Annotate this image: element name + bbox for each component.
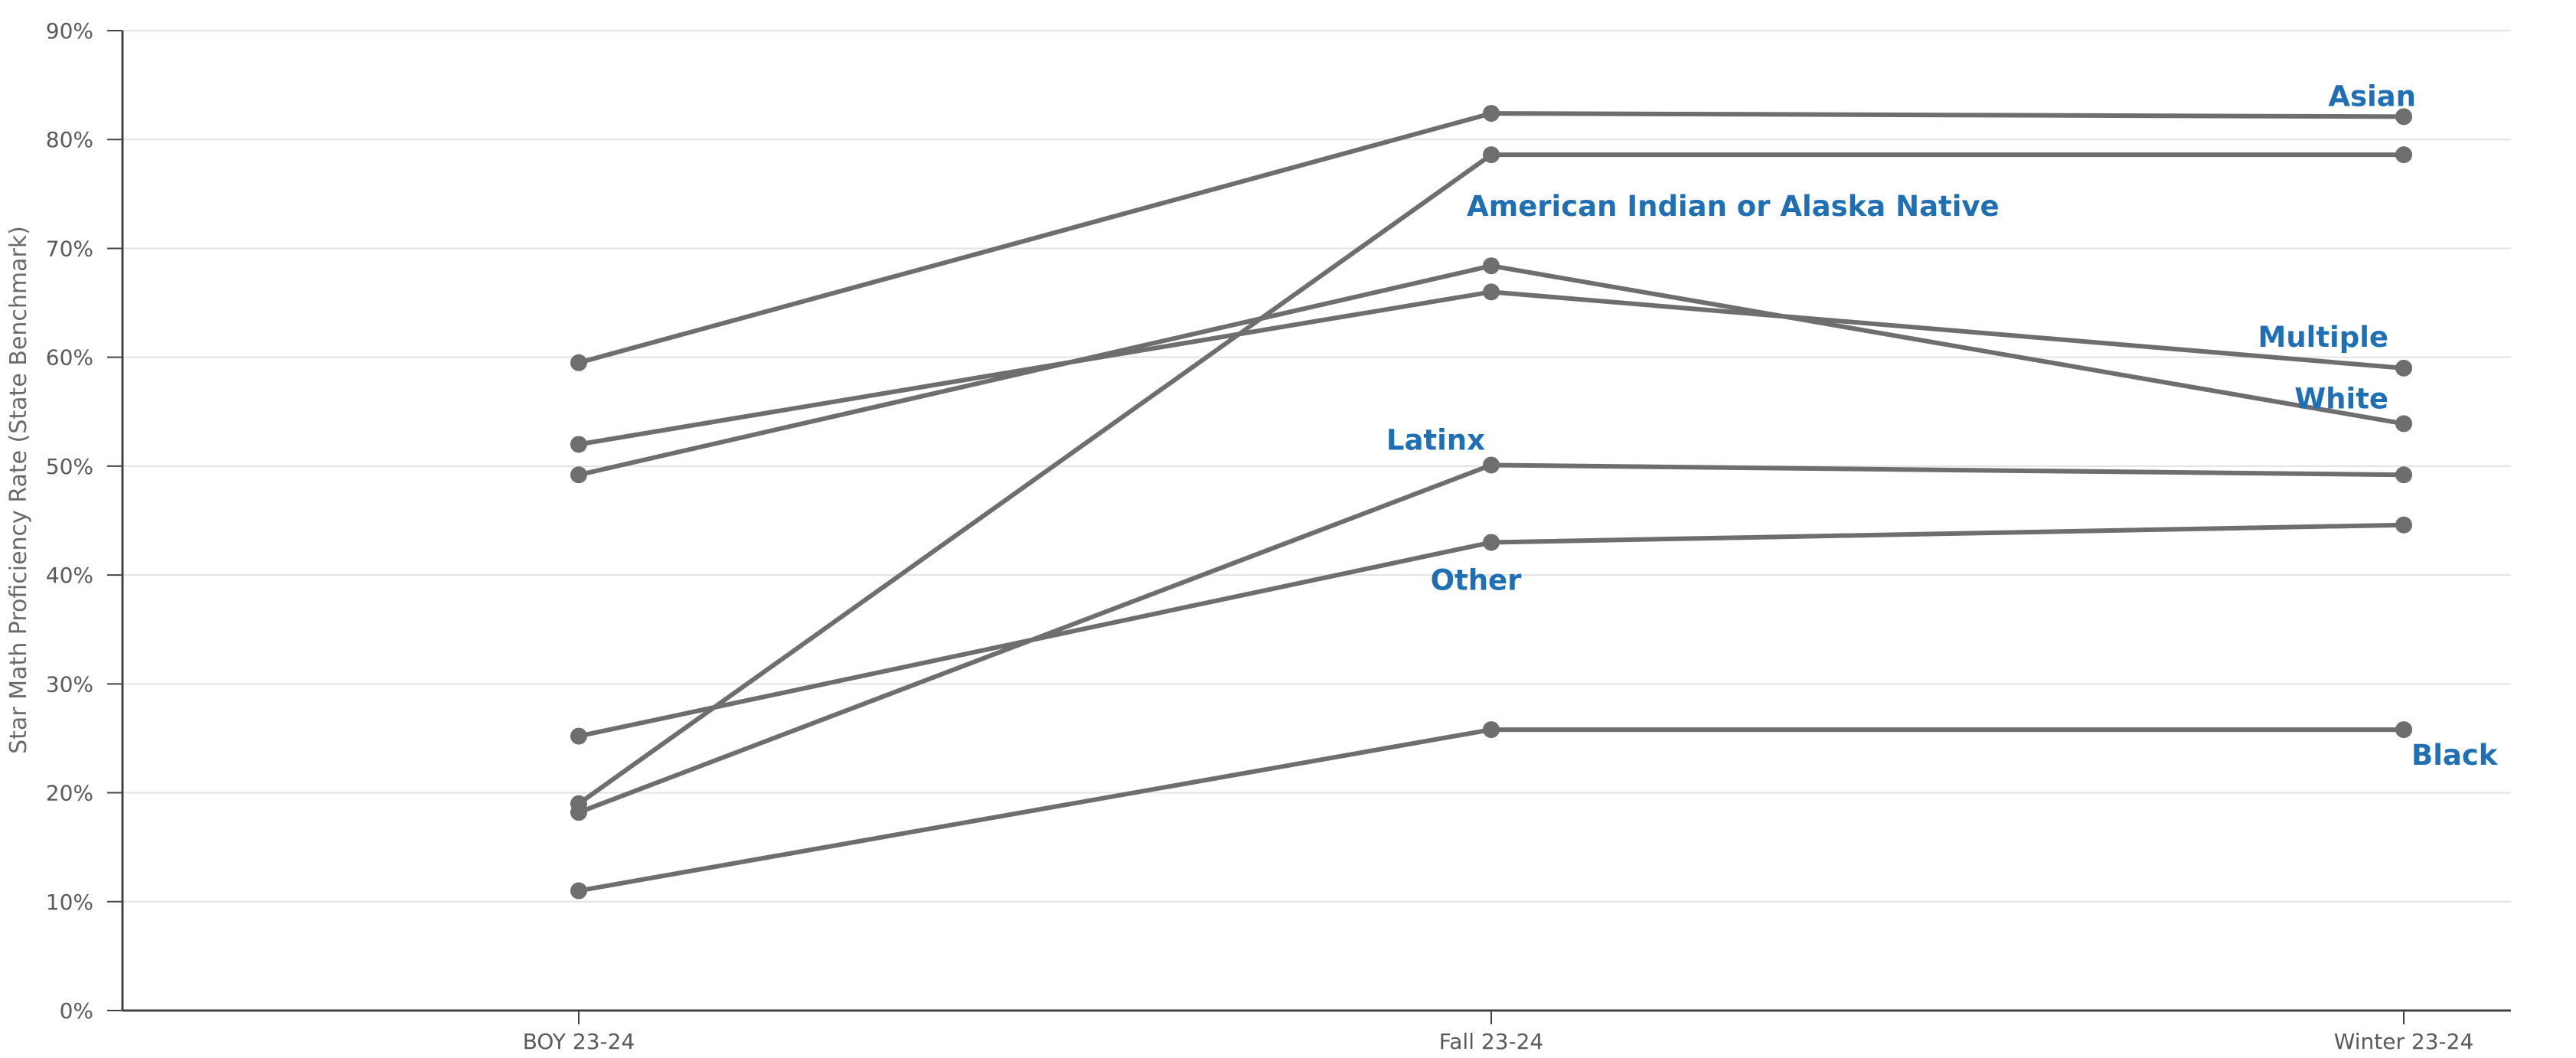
y-tick-label: 0% bbox=[60, 998, 93, 1024]
y-tick-label: 10% bbox=[46, 890, 93, 915]
data-point bbox=[1483, 456, 1500, 474]
series-label: American Indian or Alaska Native bbox=[1467, 190, 2000, 223]
data-point bbox=[2395, 721, 2412, 739]
data-point bbox=[570, 466, 587, 484]
y-tick-label: 40% bbox=[46, 563, 93, 588]
tick-labels: 0% 10% 20% 30% 40% 50% 60% 70% 80% 90% BOY 23-24 Fa… bbox=[46, 18, 2474, 1054]
data-markers bbox=[570, 105, 2412, 900]
series-labels: Asian American Indian or Alaska Native Mul… bbox=[1386, 80, 2499, 772]
y-tick-label: 90% bbox=[46, 18, 93, 44]
series-label: Latinx bbox=[1386, 423, 1485, 456]
data-point bbox=[2395, 359, 2412, 377]
y-tick-label: 60% bbox=[46, 345, 93, 371]
data-point bbox=[1483, 257, 1500, 275]
data-point bbox=[1483, 721, 1500, 739]
data-point bbox=[570, 882, 587, 900]
series-label: Multiple bbox=[2258, 321, 2388, 354]
series-label: Black bbox=[2411, 739, 2499, 772]
data-point bbox=[1483, 534, 1500, 551]
data-point bbox=[1483, 146, 1500, 164]
y-tick-label: 30% bbox=[46, 671, 93, 697]
data-point bbox=[2395, 146, 2412, 164]
axes bbox=[107, 30, 2511, 1024]
series-label: Asian bbox=[2328, 80, 2416, 113]
data-point bbox=[2395, 516, 2412, 534]
y-tick-label: 50% bbox=[46, 454, 93, 479]
data-point bbox=[1483, 105, 1500, 122]
data-point bbox=[1483, 283, 1500, 301]
y-tick-label: 70% bbox=[46, 236, 93, 261]
data-point bbox=[570, 804, 587, 821]
data-point bbox=[570, 436, 587, 453]
grid-lines bbox=[122, 30, 2511, 903]
x-tick-label: Fall 23-24 bbox=[1439, 1029, 1544, 1054]
data-point bbox=[2395, 466, 2412, 484]
series-label: White bbox=[2294, 382, 2388, 415]
data-point bbox=[570, 354, 587, 371]
data-point bbox=[2395, 415, 2412, 433]
y-tick-label: 20% bbox=[46, 781, 93, 806]
x-tick-label: BOY 23-24 bbox=[523, 1029, 635, 1054]
y-tick-label: 80% bbox=[46, 127, 93, 152]
y-axis-label: Star Math Proficiency Rate (State Benchm… bbox=[5, 226, 32, 754]
data-point bbox=[2395, 108, 2412, 126]
x-tick-label: Winter 23-24 bbox=[2334, 1029, 2474, 1054]
data-point bbox=[570, 727, 587, 745]
series-label: Other bbox=[1431, 563, 1523, 596]
